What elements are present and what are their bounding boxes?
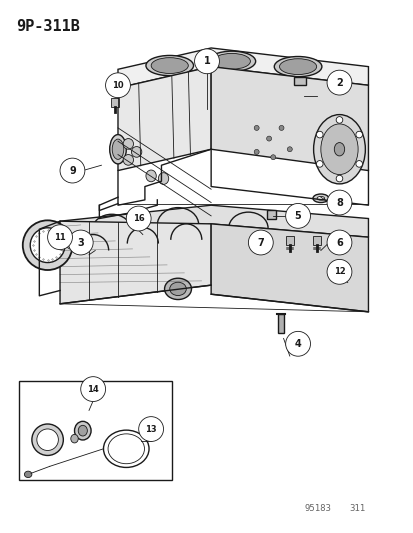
Ellipse shape	[145, 55, 193, 76]
Ellipse shape	[112, 139, 123, 159]
Circle shape	[126, 206, 151, 231]
Text: 10: 10	[112, 81, 123, 90]
Ellipse shape	[207, 51, 255, 71]
Bar	[266, 210, 275, 219]
Circle shape	[335, 117, 342, 123]
Polygon shape	[60, 221, 211, 304]
Polygon shape	[211, 224, 368, 312]
Circle shape	[254, 125, 259, 131]
Text: 16: 16	[133, 214, 144, 223]
Text: 6: 6	[335, 238, 342, 247]
Circle shape	[32, 424, 63, 456]
Circle shape	[37, 429, 58, 450]
Text: 3: 3	[77, 238, 84, 247]
Ellipse shape	[71, 434, 78, 443]
Ellipse shape	[279, 59, 316, 75]
Circle shape	[30, 228, 65, 263]
Bar	[111, 98, 119, 107]
Ellipse shape	[333, 143, 344, 156]
Circle shape	[285, 204, 310, 228]
Circle shape	[270, 155, 275, 160]
Ellipse shape	[123, 155, 133, 165]
Bar	[293, 77, 305, 85]
Circle shape	[326, 230, 351, 255]
Ellipse shape	[169, 282, 186, 296]
Text: 5: 5	[294, 211, 301, 221]
Circle shape	[81, 377, 105, 401]
Circle shape	[68, 230, 93, 255]
Ellipse shape	[131, 147, 141, 157]
Text: 11: 11	[54, 233, 66, 241]
Circle shape	[266, 136, 271, 141]
Circle shape	[326, 260, 351, 284]
Ellipse shape	[24, 471, 32, 478]
Circle shape	[278, 125, 283, 131]
Circle shape	[105, 73, 130, 98]
Ellipse shape	[320, 124, 357, 175]
Circle shape	[355, 160, 362, 167]
Ellipse shape	[158, 173, 169, 184]
Ellipse shape	[312, 194, 328, 203]
Bar	[19, 381, 171, 480]
Circle shape	[23, 220, 72, 270]
Circle shape	[47, 225, 72, 249]
Ellipse shape	[151, 58, 188, 74]
Circle shape	[254, 149, 259, 155]
Text: 14: 14	[87, 385, 99, 393]
Circle shape	[326, 70, 351, 95]
Text: 311: 311	[349, 504, 365, 513]
Text: 1: 1	[203, 56, 210, 66]
Circle shape	[194, 49, 219, 74]
Circle shape	[335, 175, 342, 182]
Bar	[277, 314, 283, 333]
Bar	[312, 236, 320, 245]
Text: 9P-311B: 9P-311B	[17, 19, 80, 34]
Ellipse shape	[316, 197, 324, 200]
Circle shape	[316, 131, 322, 138]
Ellipse shape	[145, 170, 156, 182]
Text: 8: 8	[335, 198, 342, 207]
Text: 9: 9	[69, 166, 76, 175]
Circle shape	[316, 160, 322, 167]
Ellipse shape	[164, 278, 191, 300]
Ellipse shape	[78, 425, 87, 436]
Ellipse shape	[273, 56, 321, 77]
Circle shape	[355, 131, 362, 138]
Text: 13: 13	[145, 425, 157, 433]
Circle shape	[326, 190, 351, 215]
Ellipse shape	[313, 115, 364, 184]
Text: 7: 7	[257, 238, 263, 247]
Text: 12: 12	[333, 268, 344, 276]
Circle shape	[248, 230, 273, 255]
Bar	[285, 236, 293, 245]
Polygon shape	[60, 205, 368, 245]
Text: 2: 2	[335, 78, 342, 87]
Circle shape	[287, 147, 292, 152]
Polygon shape	[118, 48, 368, 88]
Polygon shape	[211, 67, 368, 171]
Ellipse shape	[123, 139, 133, 149]
Ellipse shape	[213, 53, 250, 69]
Circle shape	[285, 332, 310, 356]
Circle shape	[60, 158, 85, 183]
Circle shape	[138, 417, 163, 441]
Ellipse shape	[109, 135, 126, 164]
Ellipse shape	[74, 421, 91, 440]
Text: 95183: 95183	[304, 504, 330, 513]
Polygon shape	[118, 67, 211, 171]
Text: 4: 4	[294, 339, 301, 349]
